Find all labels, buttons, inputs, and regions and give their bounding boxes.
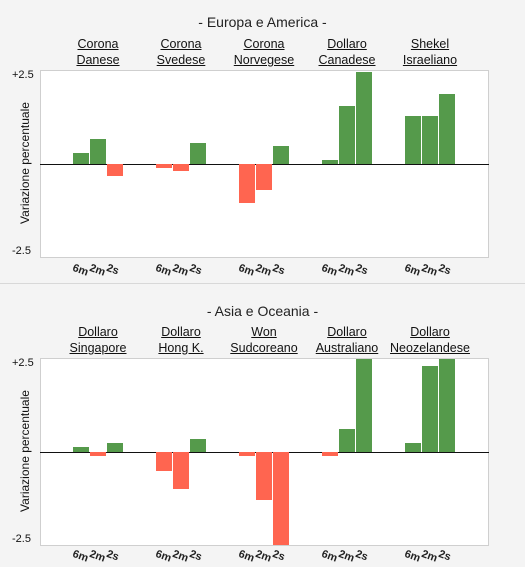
currency-label[interactable]: Shekel Israeliano bbox=[385, 36, 475, 68]
currency-label[interactable]: Dollaro Hong K. bbox=[136, 324, 226, 356]
bar-2s bbox=[190, 142, 206, 164]
bar-6m bbox=[239, 452, 255, 456]
currency-label-line1: Corona bbox=[77, 37, 119, 51]
x-tick-label: 6m bbox=[319, 548, 339, 565]
bar-2m bbox=[90, 138, 106, 164]
currency-label[interactable]: Corona Svedese bbox=[136, 36, 226, 68]
currency-label-line1: Dollaro bbox=[327, 325, 367, 339]
currency-label-line1: Shekel bbox=[410, 37, 450, 51]
bar-6m bbox=[239, 164, 255, 203]
bar-2s bbox=[439, 93, 455, 164]
currency-label-line2: Norvegese bbox=[233, 53, 295, 67]
currency-label-line2: Hong K. bbox=[158, 341, 204, 355]
currency-label[interactable]: Dollaro Australiano bbox=[302, 324, 392, 356]
bar-6m bbox=[405, 116, 421, 164]
chart-title: - Asia e Oceania - bbox=[206, 303, 319, 319]
bar-2m bbox=[90, 452, 106, 456]
x-tick-label: 2m bbox=[419, 548, 439, 565]
currency-label-line1: Dollaro bbox=[78, 325, 118, 339]
bar-2s bbox=[356, 72, 372, 164]
bar-2m bbox=[256, 452, 272, 500]
y-tick-label: -2.5 bbox=[12, 245, 31, 257]
y-tick-label: +2.5 bbox=[12, 357, 34, 369]
x-tick-label: 6m bbox=[70, 548, 90, 565]
bar-2m bbox=[422, 365, 438, 452]
x-tick-label: 2m bbox=[253, 548, 273, 565]
currency-label-line2: Australiano bbox=[315, 341, 379, 355]
bar-2m bbox=[339, 429, 355, 452]
x-tick-label: 2m bbox=[170, 548, 190, 565]
currency-label-line1: Corona bbox=[243, 37, 285, 51]
currency-label-line1: Dollaro bbox=[161, 325, 201, 339]
bar-2m bbox=[173, 164, 189, 172]
section-divider bbox=[0, 283, 525, 284]
currency-label-line2: Danese bbox=[76, 53, 120, 67]
x-tick-label: 2s bbox=[353, 548, 370, 564]
currency-label[interactable]: Dollaro Singapore bbox=[53, 324, 143, 356]
bar-2s bbox=[273, 146, 289, 164]
x-tick-label: 6m bbox=[236, 548, 256, 565]
bar-2m bbox=[339, 105, 355, 164]
currency-label[interactable]: Dollaro Neozelandese bbox=[385, 324, 475, 356]
bar-6m bbox=[156, 452, 172, 472]
y-tick-label: -2.5 bbox=[12, 533, 31, 545]
chart-title: - Europa e America - bbox=[198, 14, 327, 30]
currency-label[interactable]: Dollaro Canadese bbox=[302, 36, 392, 68]
bar-2s bbox=[273, 452, 289, 545]
y-axis-label: Variazione percentuale bbox=[18, 390, 32, 512]
currency-label-line2: Canadese bbox=[318, 53, 376, 67]
bar-2m bbox=[173, 452, 189, 489]
x-tick-label: 2s bbox=[187, 548, 204, 564]
bar-2m bbox=[422, 116, 438, 164]
currency-label-line2: Neozelandese bbox=[390, 341, 470, 355]
currency-label-line2: Singapore bbox=[69, 341, 127, 355]
bar-2s bbox=[439, 359, 455, 452]
x-tick-label: 6m bbox=[153, 548, 173, 565]
bar-6m bbox=[322, 452, 338, 456]
currency-label-line1: Dollaro bbox=[410, 325, 450, 339]
bar-6m bbox=[156, 164, 172, 168]
bar-2s bbox=[190, 438, 206, 452]
bar-6m bbox=[405, 443, 421, 452]
currency-label-line2: Svedese bbox=[156, 53, 206, 67]
x-tick-label: 6m bbox=[402, 548, 422, 565]
currency-label-line1: Won bbox=[251, 325, 277, 339]
currency-label-line2: Sudcoreano bbox=[230, 341, 298, 355]
x-tick-label: 2s bbox=[270, 548, 287, 564]
currency-label-line2: Israeliano bbox=[402, 53, 458, 67]
bar-2m bbox=[256, 164, 272, 191]
currency-label[interactable]: Won Sudcoreano bbox=[219, 324, 309, 356]
currency-label[interactable]: Corona Danese bbox=[53, 36, 143, 68]
bar-2s bbox=[107, 164, 123, 176]
bar-2s bbox=[356, 359, 372, 452]
currency-label[interactable]: Corona Norvegese bbox=[219, 36, 309, 68]
x-tick-label: 2s bbox=[436, 548, 453, 564]
x-tick-label: 2m bbox=[336, 548, 356, 565]
bar-6m bbox=[73, 152, 89, 164]
bar-2s bbox=[107, 443, 123, 452]
x-tick-label: 2s bbox=[104, 548, 121, 564]
bar-6m bbox=[73, 446, 89, 452]
bar-6m bbox=[322, 160, 338, 164]
currency-label-line1: Corona bbox=[160, 37, 202, 51]
x-tick-label: 2m bbox=[87, 548, 107, 565]
currency-label-line1: Dollaro bbox=[327, 37, 367, 51]
y-tick-label: +2.5 bbox=[12, 69, 34, 81]
